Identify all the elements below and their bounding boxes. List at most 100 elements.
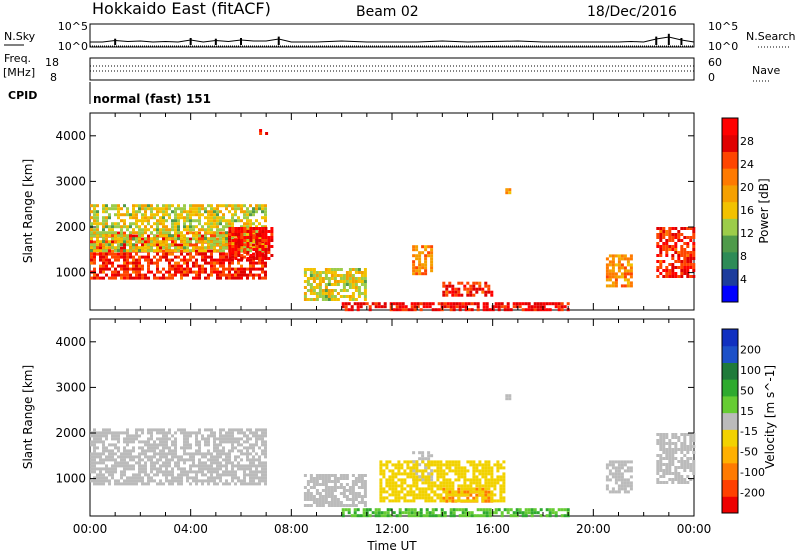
echo-cell <box>147 261 150 265</box>
y-tick-label: 4000 <box>55 335 86 349</box>
echo-cell <box>674 227 678 230</box>
echo-cell <box>354 498 358 501</box>
echo-cell <box>668 469 672 472</box>
echo-cell <box>219 276 222 280</box>
echo-cell <box>659 230 663 233</box>
vel-cbar-swatch <box>722 462 738 481</box>
echo-cell <box>228 254 232 257</box>
echo-cell <box>117 249 120 253</box>
echo-cell <box>105 252 108 256</box>
echo-cell <box>123 255 126 259</box>
echo-cell <box>463 466 467 470</box>
echo-cell <box>656 439 660 442</box>
echo-cell <box>93 437 96 441</box>
echo-cell <box>436 472 440 476</box>
echo-cell <box>252 464 255 468</box>
echo-cell <box>198 264 201 268</box>
echo-cell <box>165 204 168 208</box>
echo-cell <box>228 455 231 459</box>
echo-cell <box>153 240 156 244</box>
echo-cell <box>180 479 183 483</box>
echo-cell <box>391 484 395 488</box>
echo-cell <box>165 431 168 435</box>
echo-cell <box>213 210 216 214</box>
echo-cell <box>162 440 165 444</box>
echo-cell <box>400 484 404 488</box>
echo-cell <box>533 305 537 309</box>
echo-cell <box>460 472 464 476</box>
echo-cell <box>680 227 684 230</box>
echo-cell <box>117 446 120 450</box>
echo-cell <box>388 469 392 473</box>
echo-cell <box>421 490 425 494</box>
echo-cell <box>502 499 506 503</box>
echo-cell <box>246 455 249 459</box>
echo-cell <box>213 207 216 211</box>
echo-cell <box>222 464 225 468</box>
echo-cell <box>377 302 381 306</box>
echo-cell <box>502 490 506 494</box>
echo-cell <box>141 213 144 217</box>
echo-cell <box>222 446 225 450</box>
echo-cell <box>246 428 249 432</box>
echo-cell <box>195 273 198 277</box>
echo-cell <box>605 487 609 491</box>
echo-cell <box>135 431 138 435</box>
echo-cell <box>144 237 147 241</box>
echo-cell <box>138 434 141 438</box>
echo-cell <box>141 449 144 453</box>
echo-cell <box>506 308 510 312</box>
echo-cell <box>433 499 437 503</box>
echo-cell <box>689 227 693 230</box>
echo-cell <box>186 470 189 474</box>
echo-cell <box>96 452 99 456</box>
echo-cell <box>225 252 228 256</box>
freq-panel <box>89 57 695 81</box>
echo-cell <box>412 478 416 482</box>
echo-cell <box>671 257 675 260</box>
echo-cell <box>240 236 244 239</box>
echo-cell <box>171 249 174 253</box>
echo-cell <box>210 258 213 262</box>
echo-cell <box>368 514 372 518</box>
echo-cell <box>668 463 672 466</box>
echo-cell <box>342 277 346 280</box>
echo-cell <box>180 276 183 280</box>
echo-cell <box>333 504 337 507</box>
echo-cell <box>683 433 687 436</box>
echo-cell <box>192 455 195 459</box>
echo-cell <box>430 269 434 273</box>
echo-cell <box>680 442 684 445</box>
echo-cell <box>111 464 114 468</box>
echo-cell <box>225 273 228 277</box>
echo-cell <box>677 439 681 442</box>
echo-cell <box>659 433 663 436</box>
echo-cell <box>228 261 231 265</box>
echo-cell <box>171 455 174 459</box>
echo-cell <box>123 273 126 277</box>
echo-cell <box>412 245 416 249</box>
echo-cell <box>198 213 201 217</box>
echo-cell <box>472 287 476 291</box>
echo-cell <box>668 245 672 248</box>
echo-cell <box>333 477 337 480</box>
echo-cell <box>469 499 473 503</box>
echo-cell <box>153 243 156 247</box>
echo-cell <box>424 481 428 485</box>
echo-cell <box>354 504 358 507</box>
echo-cell <box>413 302 417 306</box>
echo-cell <box>415 269 419 273</box>
echo-cell <box>171 443 174 447</box>
echo-cell <box>439 469 443 473</box>
echo-cell <box>222 261 225 265</box>
echo-cell <box>448 487 452 491</box>
power-cbar-swatch <box>722 134 738 152</box>
echo-cell <box>258 230 262 233</box>
echo-cell <box>249 261 252 265</box>
echo-cell <box>240 243 243 247</box>
echo-cell <box>315 474 319 477</box>
power-cbar-swatch <box>722 268 738 286</box>
echo-cell <box>662 275 666 278</box>
echo-cell <box>363 504 367 507</box>
echo-cell <box>147 431 150 435</box>
